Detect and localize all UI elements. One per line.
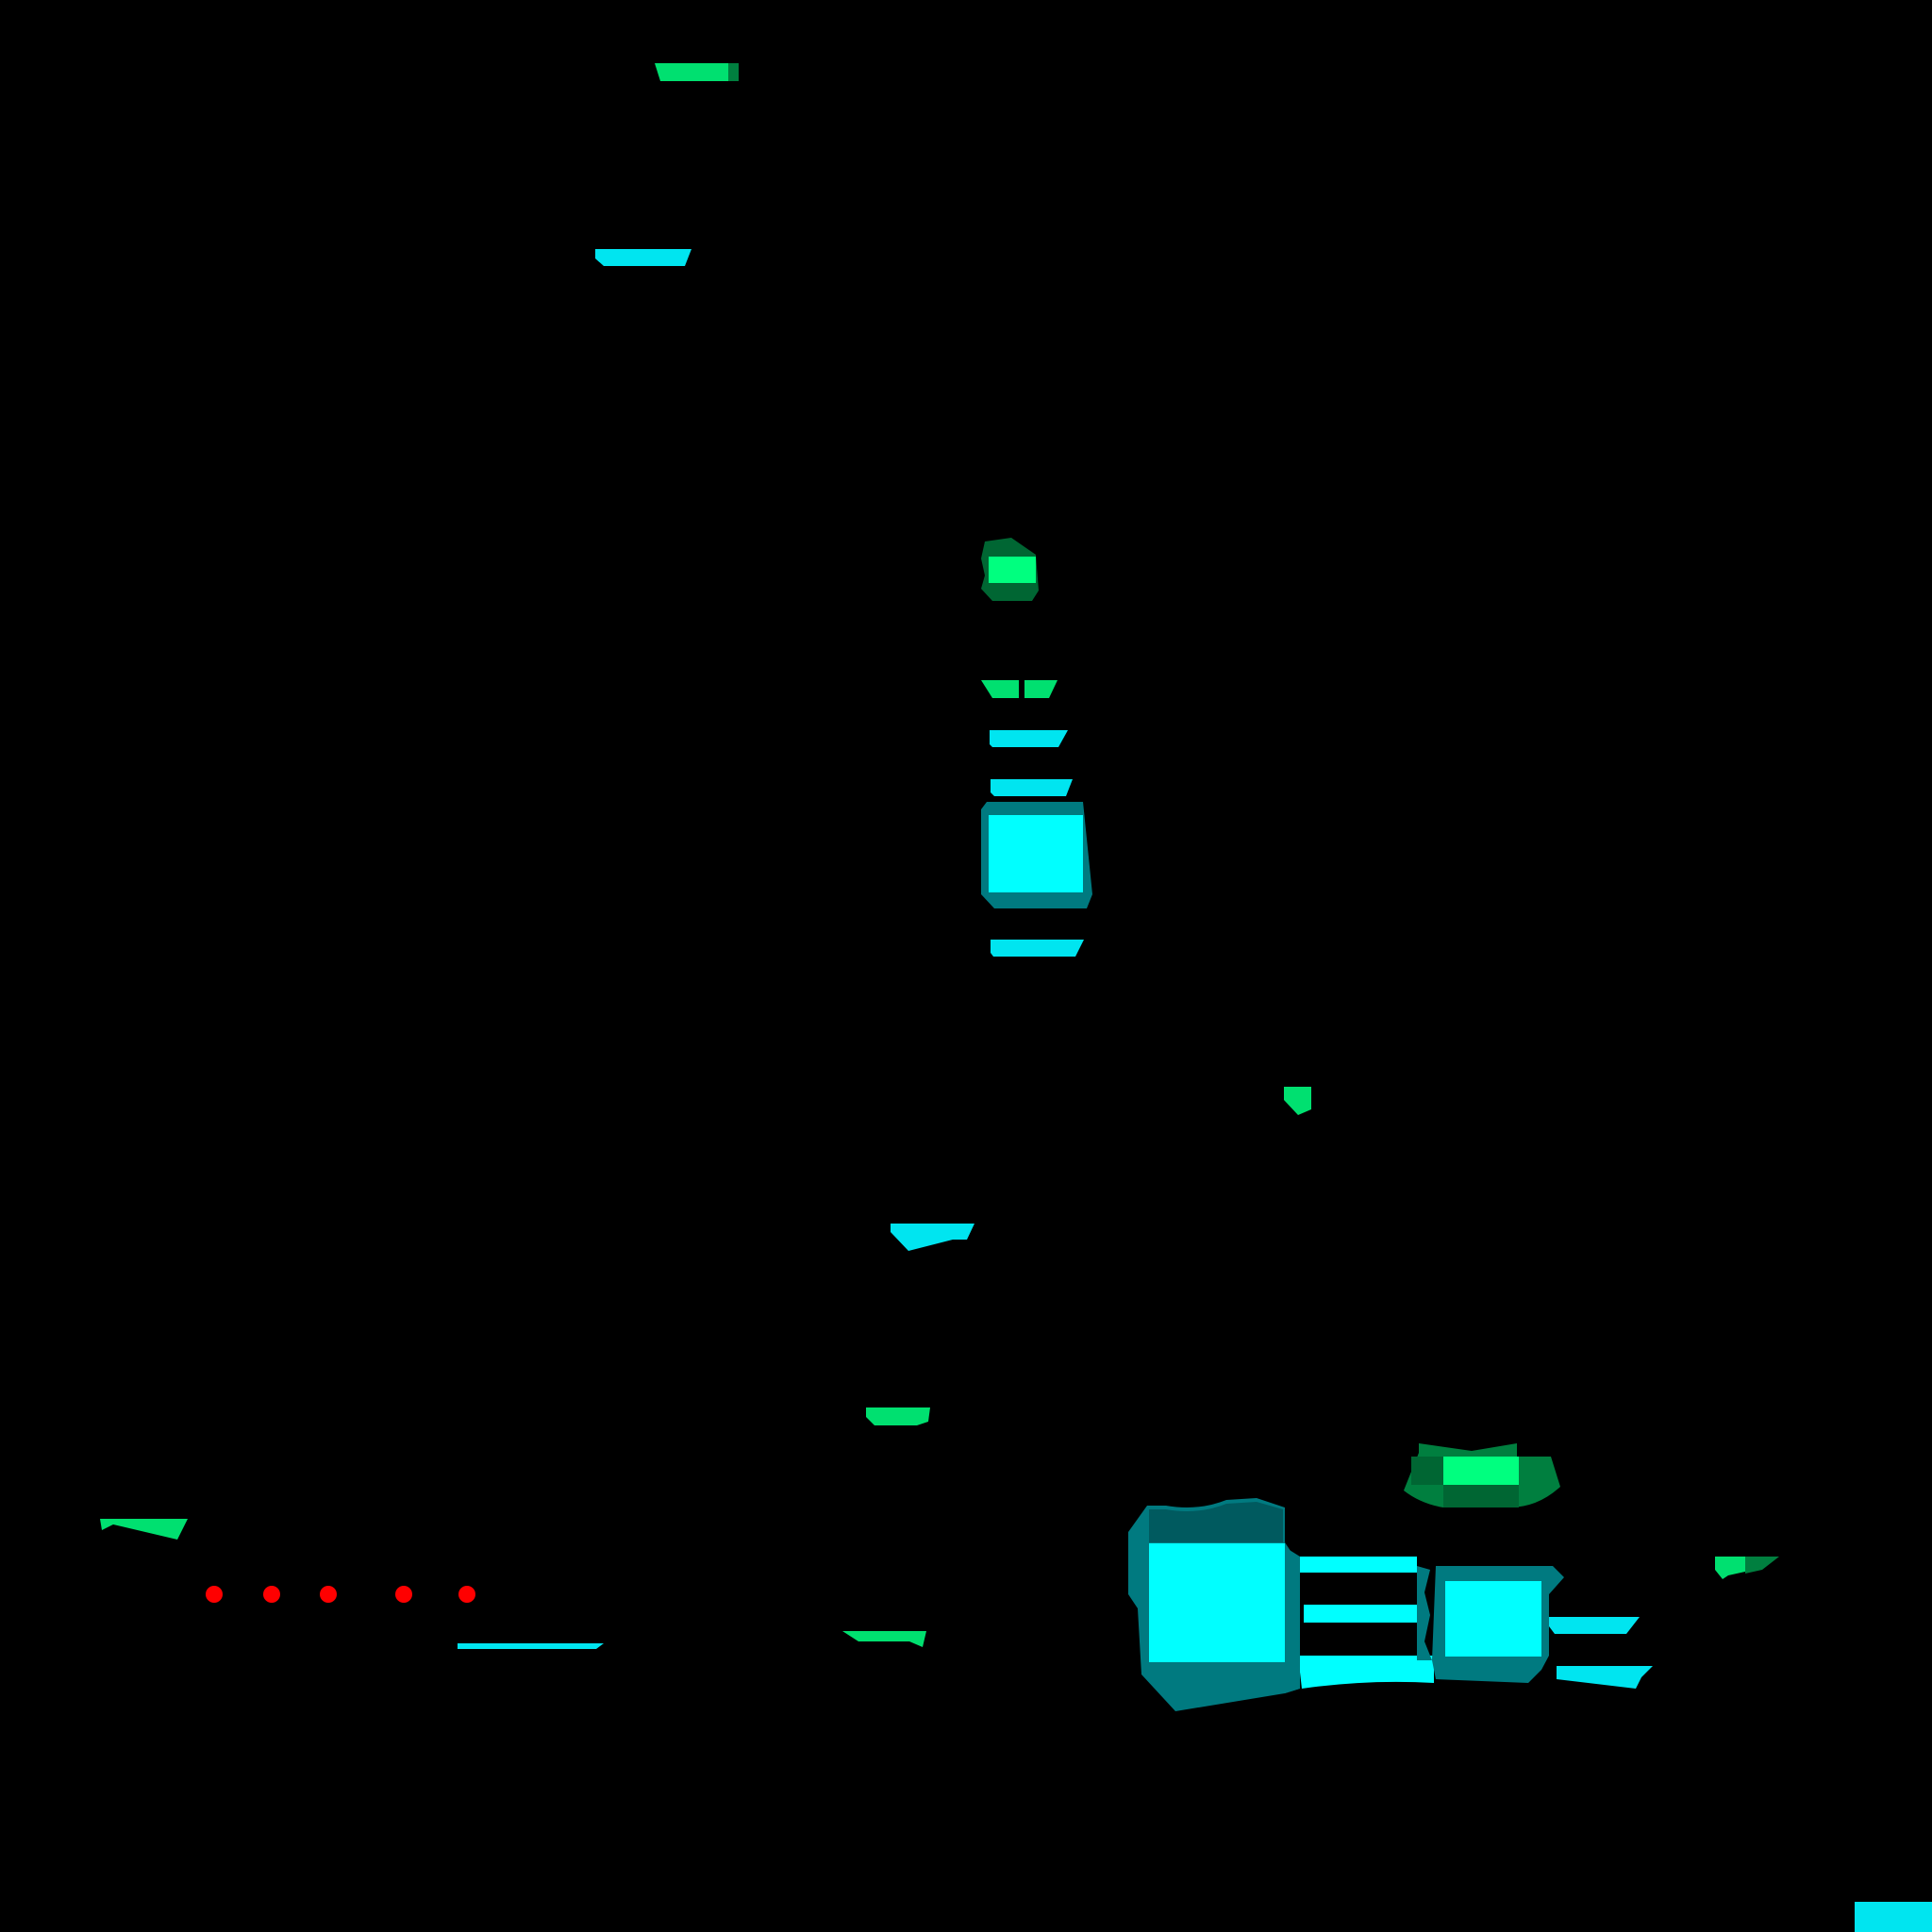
segment-green-small xyxy=(1284,1087,1311,1115)
segment-green-box-darkleft xyxy=(1411,1457,1443,1485)
marker-dot xyxy=(206,1586,223,1603)
segment-cyan-smallbox-core xyxy=(1445,1581,1541,1657)
segment-green-pair-left xyxy=(981,680,1019,698)
segment-green-box-darkright xyxy=(1443,1485,1519,1507)
segment-green-low xyxy=(842,1631,926,1647)
segment-green-blob-core xyxy=(989,557,1036,583)
marker-dot xyxy=(458,1586,475,1603)
segment-green-box-core xyxy=(1443,1457,1519,1485)
segment-green-mid xyxy=(866,1407,930,1425)
segment-cyan-stripe-1 xyxy=(1300,1557,1417,1573)
segment-cyan-stripe-3 xyxy=(1298,1656,1434,1689)
segment-green-right xyxy=(1715,1557,1745,1579)
segment-green-pair-right xyxy=(1024,680,1058,698)
segment-cyan-stripe-2 xyxy=(1304,1605,1417,1623)
segment-green-right-dark xyxy=(1745,1557,1779,1574)
segment-cyan-box-core xyxy=(989,815,1083,892)
segment-green-left xyxy=(100,1519,188,1540)
segment-cyan-corner xyxy=(1855,1902,1932,1932)
segment-green-top-edge xyxy=(728,63,739,81)
segment-cyan-right-bar-2 xyxy=(1557,1666,1653,1689)
segment-cyan-bigbox-top xyxy=(1149,1502,1283,1542)
segment-cyan-top xyxy=(595,249,691,266)
marker-dot xyxy=(395,1586,412,1603)
segment-cyan-thin xyxy=(458,1643,604,1649)
segment-cyan-bigbox-core xyxy=(1149,1543,1285,1662)
segment-cyan-connector-left xyxy=(1285,1547,1300,1693)
segment-cyan-bar-3 xyxy=(991,940,1084,957)
segment-cyan-mid xyxy=(891,1224,974,1251)
marker-dot xyxy=(320,1586,337,1603)
segment-green-top xyxy=(655,63,739,81)
segment-cyan-right-bar-1 xyxy=(1549,1617,1640,1634)
segment-cyan-bar-2 xyxy=(991,779,1073,796)
segment-cyan-connector-right xyxy=(1417,1566,1432,1660)
segment-cyan-bar-1 xyxy=(990,730,1068,747)
marker-dot xyxy=(263,1586,280,1603)
marker-row xyxy=(206,1586,475,1603)
